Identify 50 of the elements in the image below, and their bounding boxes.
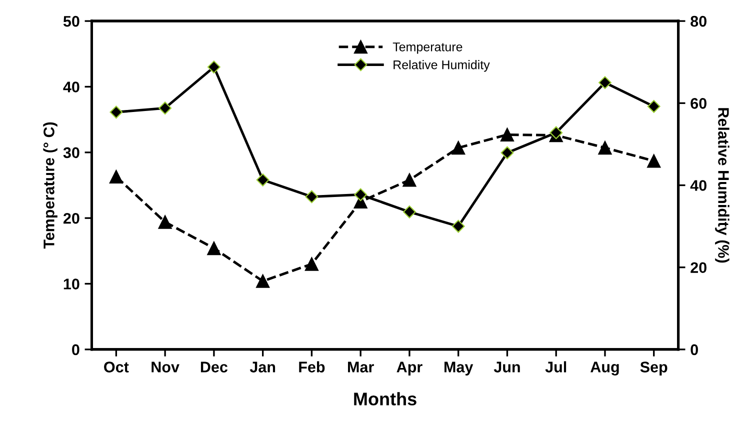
- point: [452, 220, 465, 233]
- point: [402, 173, 416, 187]
- y-tick-label: 50: [63, 16, 80, 27]
- point: [598, 76, 612, 90]
- y2-tick-label: 40: [690, 180, 706, 191]
- x-tick-label: Jan: [250, 362, 276, 372]
- y-tick-label: 30: [63, 147, 80, 158]
- point: [158, 215, 172, 229]
- point: [110, 106, 123, 119]
- point: [207, 60, 220, 74]
- point: [305, 190, 318, 204]
- legend-label: Relative Humidity: [394, 60, 490, 72]
- y-tick-label: 10: [64, 278, 80, 290]
- y-tick-label: 40: [63, 82, 80, 92]
- point: [207, 241, 221, 256]
- x-tick-label: Jul: [545, 361, 566, 372]
- point: [354, 188, 368, 202]
- x-tick-label: Feb: [299, 361, 325, 372]
- point: [647, 100, 660, 113]
- point: [158, 102, 172, 115]
- y-axis-title: Temperature (° C): [43, 122, 58, 249]
- y2-axis-title: Relative Humidity (%): [715, 108, 730, 263]
- point: [256, 274, 270, 288]
- x-tick-label: Dec: [200, 362, 228, 372]
- x-tick-label: Oct: [104, 362, 129, 372]
- x-tick-label: Aug: [590, 362, 619, 376]
- y-tick-label: 20: [63, 212, 80, 224]
- point: [403, 205, 416, 218]
- point: [452, 141, 466, 155]
- point: [500, 146, 514, 160]
- point: [647, 154, 661, 168]
- x-tick-label: Apr: [396, 362, 422, 376]
- y2-tick-label: 80: [690, 16, 706, 27]
- x-axis-title: Months: [354, 392, 416, 406]
- x-tick-label: Nov: [152, 362, 180, 372]
- legend-label: Temperature: [392, 42, 462, 54]
- point: [500, 128, 514, 142]
- point: [598, 141, 612, 155]
- point: [304, 257, 319, 271]
- x-tick-label: Mar: [348, 362, 374, 372]
- x-tick-label: Sep: [640, 362, 668, 376]
- x-tick-label: May: [444, 362, 474, 376]
- y2-tick-label: 20: [690, 262, 706, 274]
- x-tick-label: Jun: [494, 362, 520, 372]
- point: [109, 170, 123, 184]
- point: [256, 173, 270, 186]
- y2-tick-label: 0: [690, 344, 698, 356]
- point: [550, 126, 563, 140]
- y2-tick-label: 60: [690, 98, 706, 109]
- y-tick-label: 0: [72, 344, 80, 356]
